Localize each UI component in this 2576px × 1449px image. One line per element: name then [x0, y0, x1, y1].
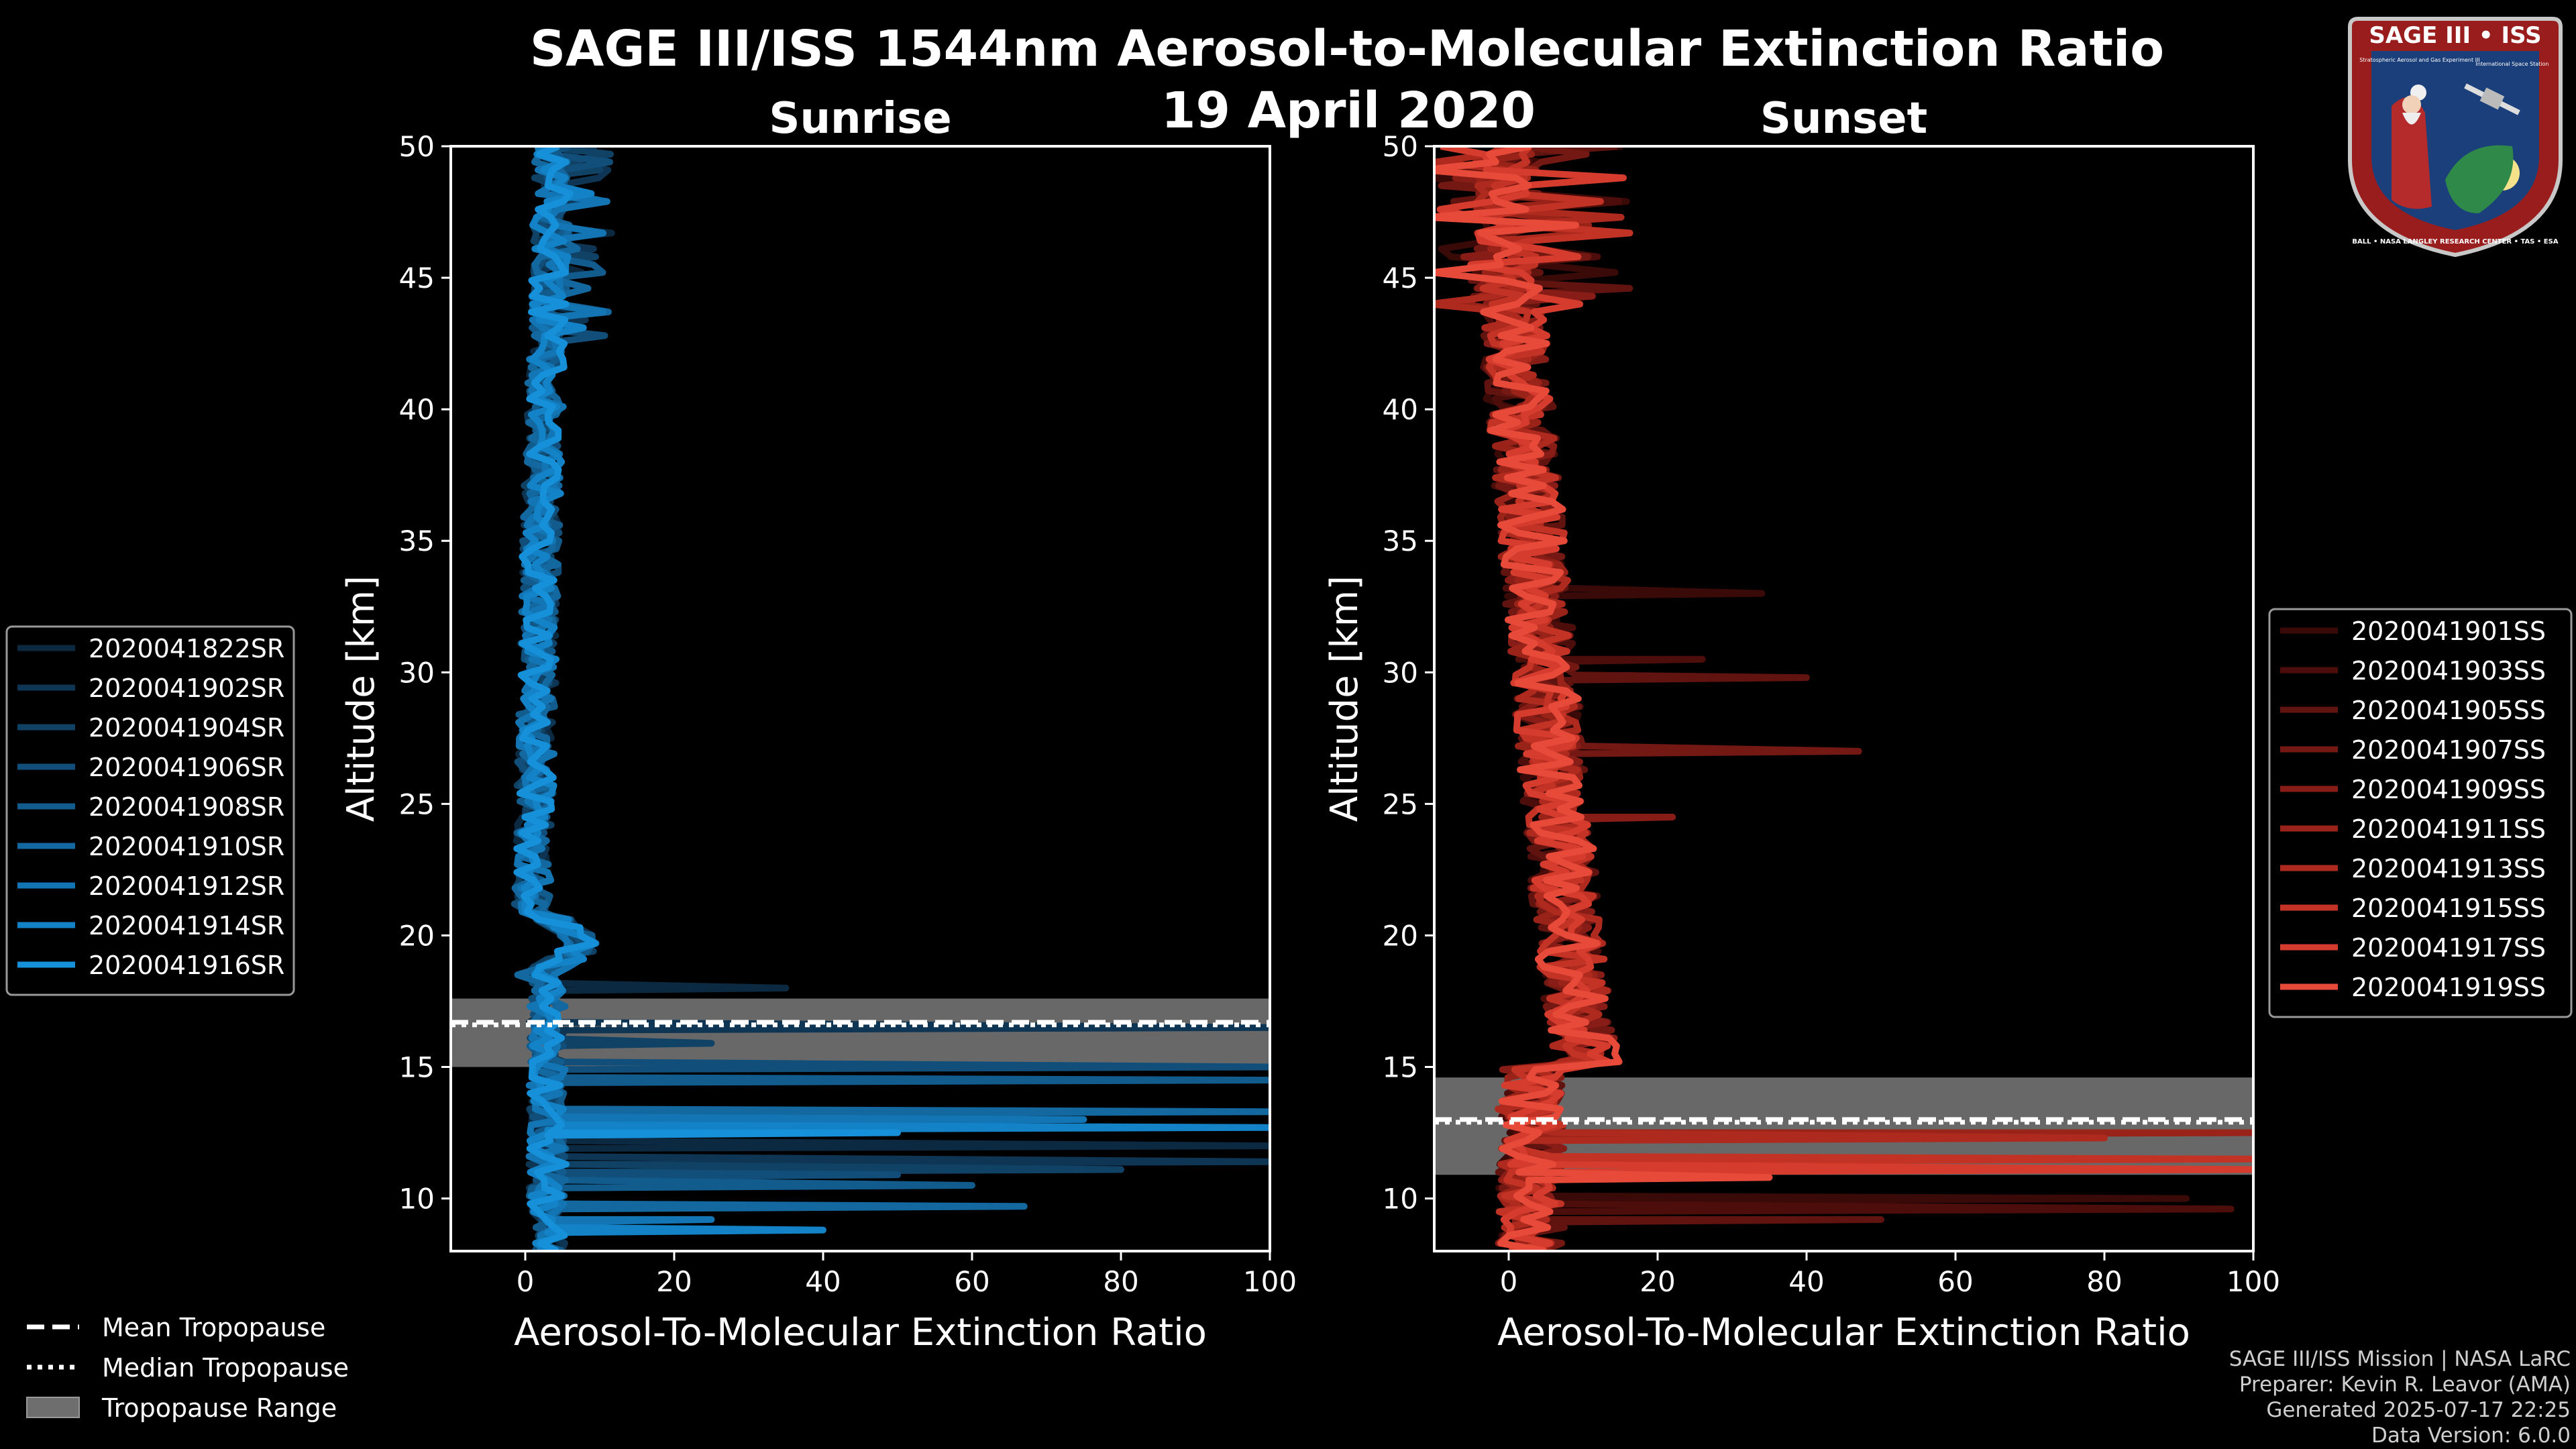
series-line-2020041916SR — [513, 146, 901, 1251]
x-tick-label: 40 — [1788, 1265, 1824, 1298]
y-tick-label: 15 — [399, 1051, 435, 1084]
legend-frame — [5, 625, 295, 996]
legend-label: 2020041909SS — [2351, 775, 2546, 804]
main-title: SAGE III/ISS 1544nm Aerosol-to-Molecular… — [530, 20, 2164, 78]
x-tick-label: 20 — [1640, 1265, 1675, 1298]
tropopause-range-swatch — [26, 1397, 80, 1418]
legend-label: 2020041902SR — [89, 674, 284, 703]
legend-label: 2020041907SS — [2351, 735, 2546, 765]
panel-title: Sunrise — [769, 94, 951, 144]
y-tick-label: 30 — [1383, 656, 1418, 689]
logo-ring-text: BALL • NASA LANGLEY RESEARCH CENTER • TA… — [2352, 238, 2558, 246]
credit-version: Data Version: 6.0.0 — [2371, 1424, 2571, 1448]
x-axis-label: Aerosol-To-Molecular Extinction Ratio — [514, 1311, 1207, 1354]
axes-frame — [449, 145, 1271, 1252]
x-tick-label: 0 — [1500, 1265, 1518, 1298]
plot-area — [451, 146, 1270, 1251]
y-tick-label: 25 — [1383, 788, 1418, 820]
series-legend: 2020041901SS 2020041903SS 2020041905SS 2020… — [2268, 608, 2573, 1018]
legend-label: 2020041822SR — [89, 634, 284, 663]
x-tick-label: 80 — [1103, 1265, 1138, 1298]
x-tick-label: 60 — [954, 1265, 989, 1298]
legend-label: 2020041912SR — [89, 871, 284, 901]
tropopause-range-label: Tropopause Range — [101, 1393, 337, 1423]
legend-label: 2020041911SS — [2351, 814, 2546, 844]
x-tick-label: 40 — [805, 1265, 841, 1298]
y-tick-label: 10 — [1383, 1183, 1418, 1216]
x-tick-label: 0 — [517, 1265, 535, 1298]
y-tick-label: 30 — [399, 656, 435, 689]
legend-label: 2020041919SS — [2351, 973, 2546, 1002]
y-axis-label: Altitude [km] — [1323, 576, 1366, 822]
y-tick-label: 50 — [1383, 130, 1418, 163]
y-tick-label: 50 — [399, 130, 435, 163]
y-tick-label: 20 — [399, 919, 435, 952]
y-tick-label: 15 — [1383, 1051, 1418, 1084]
credit-preparer: Preparer: Kevin R. Leavor (AMA) — [2239, 1373, 2571, 1397]
legend-label: 2020041905SS — [2351, 696, 2546, 725]
series-line-2020041908SR — [513, 146, 1270, 1251]
y-tick-label: 25 — [399, 788, 435, 820]
plot-area — [1434, 146, 2253, 1251]
median-tropopause-label: Median Tropopause — [102, 1353, 349, 1383]
legend-label: 2020041915SS — [2351, 894, 2546, 923]
legend-label: 2020041910SR — [89, 832, 284, 861]
logo-small-left: Stratospheric Aerosol and Gas Experiment… — [2359, 57, 2479, 63]
date-title: 19 April 2020 — [1161, 82, 1536, 140]
y-tick-label: 40 — [1383, 393, 1418, 426]
y-tick-label: 45 — [1383, 262, 1418, 294]
x-tick-label: 100 — [2226, 1265, 2280, 1298]
legend-label: 2020041914SR — [89, 911, 284, 941]
legend-label: 2020041901SS — [2351, 616, 2546, 646]
logo-name: SAGE III • ISS — [2369, 22, 2541, 49]
x-axis-label: Aerosol-To-Molecular Extinction Ratio — [1497, 1311, 2190, 1354]
credit-mission: SAGE III/ISS Mission | NASA LaRC — [2229, 1347, 2571, 1371]
tropopause-legend: Mean Tropopause Median Tropopause Tropop… — [26, 1313, 349, 1423]
legend-frame — [2268, 608, 2573, 1018]
legend-label: 2020041917SS — [2351, 933, 2546, 963]
y-tick-label: 45 — [399, 262, 435, 294]
credit-generated: Generated 2025-07-17 22:25 — [2266, 1398, 2571, 1422]
legend-label: 2020041916SR — [89, 951, 284, 980]
x-tick-label: 80 — [2086, 1265, 2122, 1298]
y-tick-label: 35 — [399, 525, 435, 557]
axes-frame — [1433, 145, 2255, 1252]
credits: SAGE III/ISS Mission | NASA LaRC Prepare… — [2229, 1347, 2571, 1448]
y-tick-label: 10 — [399, 1183, 435, 1216]
x-tick-label: 20 — [656, 1265, 692, 1298]
x-tick-label: 100 — [1243, 1265, 1297, 1298]
legend-label: 2020041908SR — [89, 792, 284, 822]
y-tick-label: 40 — [399, 393, 435, 426]
y-axis-label: Altitude [km] — [339, 576, 383, 822]
legend-label: 2020041904SR — [89, 713, 284, 743]
series-legend: 2020041822SR 2020041902SR 2020041904SR 2020… — [5, 625, 295, 996]
legend-label: 2020041913SS — [2351, 854, 2546, 883]
legend-label: 2020041903SS — [2351, 656, 2546, 686]
y-tick-label: 20 — [1383, 919, 1418, 952]
logo-small-right: International Space Station — [2476, 61, 2549, 67]
y-tick-label: 35 — [1383, 525, 1418, 557]
sunrise-panel: 0 20 40 60 80 100 10 15 20 25 30 35 40 45 50 Sunrise Aer… — [5, 94, 1297, 1354]
sunset-panel: 0 20 40 60 80 100 10 15 20 25 30 35 40 45 50 Sunset Aero… — [1323, 94, 2573, 1354]
x-tick-label: 60 — [1937, 1265, 1973, 1298]
legend-label: 2020041906SR — [89, 753, 284, 782]
mean-tropopause-label: Mean Tropopause — [102, 1313, 325, 1342]
series-line-2020041919SS — [1434, 146, 1773, 1251]
sage-iss-mission-logo: SAGE III • ISS Stratospheric Aerosol and… — [2348, 17, 2563, 258]
panel-title: Sunset — [1760, 94, 1927, 144]
